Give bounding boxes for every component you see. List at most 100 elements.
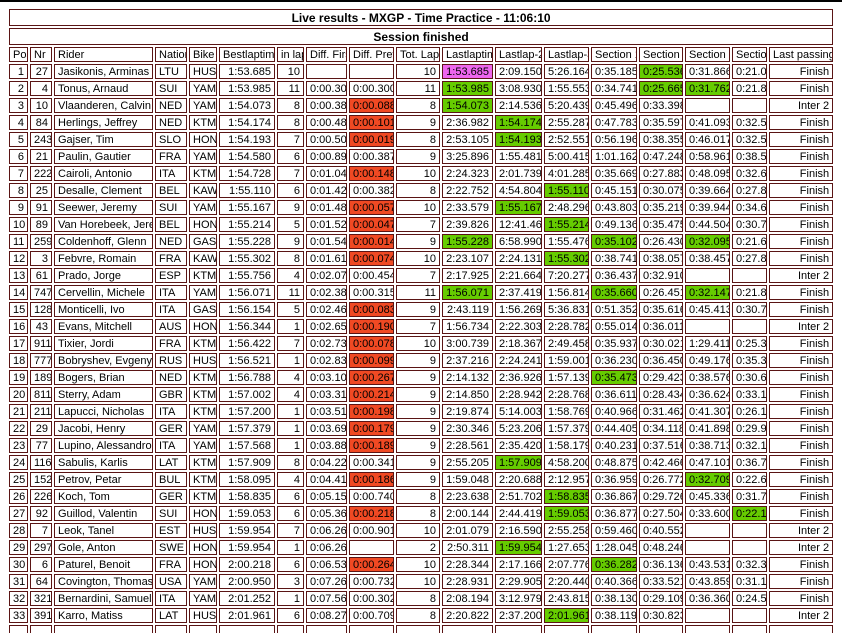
cell-nation: USA <box>155 574 187 589</box>
cell-s1: 0:45.496 <box>591 98 637 113</box>
cell-s4: 0:22.163 <box>732 506 767 521</box>
cell-diffprev: 0:00.088 <box>349 98 394 113</box>
cell-last2: 2:37.200 <box>495 608 542 623</box>
cell-inlap: 6 <box>277 183 304 198</box>
cell-diffprev <box>349 64 394 79</box>
cell-rider: Evans, Mitchell <box>54 319 153 334</box>
cell-difffirst: 0:01.529 <box>306 217 347 232</box>
cell-inlap: 6 <box>277 506 304 521</box>
cell-last1: 1:59.048 <box>442 472 493 487</box>
cell-bike: KTM <box>189 404 217 419</box>
cell-last3: 1:55.553 <box>544 81 589 96</box>
cell-rider: Covington, Thomas <box>54 574 153 589</box>
cell-s4: 0:27.852 <box>732 251 767 266</box>
cell-s4: 0:35.360 <box>732 353 767 368</box>
cell-nation: ITA <box>155 404 187 419</box>
cell-totlaps: 8 <box>396 591 440 606</box>
table-row: 3 10 Vlaanderen, Calvin NED YAM 1:54.073 8 0:00… <box>9 98 834 113</box>
cell-last2: 1:59.954 <box>495 540 542 555</box>
cell-diffprev: 0:00.901 <box>349 523 394 538</box>
cell-diffprev: 0:00.148 <box>349 166 394 181</box>
cell-last3: 2:52.551 <box>544 132 589 147</box>
cell-diffprev: 0:00.078 <box>349 336 394 351</box>
cell-pos: 15 <box>9 302 28 317</box>
column-header-last2: Lastlap-2 <box>495 47 542 62</box>
cell-s3: 0:41.307 <box>685 404 730 419</box>
cell-last3: 1:57.139 <box>544 370 589 385</box>
cell-pos: 22 <box>9 421 28 436</box>
table-row: 14 747 Cervellin, Michele ITA YAM 1:56.071 11 0… <box>9 285 834 300</box>
cell-best: 1:56.154 <box>219 302 275 317</box>
cell-pos: 12 <box>9 251 28 266</box>
cell-difffirst: 0:01.617 <box>306 251 347 266</box>
cell-s2: 0:29.423 <box>639 370 683 385</box>
cell-bike: KTM <box>189 115 217 130</box>
cell-last1: 2:28.561 <box>442 438 493 453</box>
cell-empty <box>155 625 187 633</box>
cell-pos: 1 <box>9 64 28 79</box>
cell-s3: 0:48.095 <box>685 166 730 181</box>
cell-rider: Desalle, Clement <box>54 183 153 198</box>
cell-diffprev: 0:00.709 <box>349 608 394 623</box>
cell-diffprev: 0:00.074 <box>349 251 394 266</box>
cell-bike: GAS <box>189 302 217 317</box>
cell-difffirst <box>306 64 347 79</box>
cell-difffirst: 0:02.836 <box>306 353 347 368</box>
cell-nation: ITA <box>155 302 187 317</box>
cell-diffprev: 0:00.267 <box>349 370 394 385</box>
cell-rider: Lupino, Alessandro <box>54 438 153 453</box>
cell-rider: Seewer, Jeremy <box>54 200 153 215</box>
cell-inlap: 9 <box>277 200 304 215</box>
cell-difffirst: 0:02.469 <box>306 302 347 317</box>
cell-last3: 2:55.287 <box>544 115 589 130</box>
cell-s2: 0:35.616 <box>639 302 683 317</box>
cell-pos: 33 <box>9 608 28 623</box>
cell-diffprev: 0:00.264 <box>349 557 394 572</box>
cell-rider: Tixier, Jordi <box>54 336 153 351</box>
cell-bike: KTM <box>189 370 217 385</box>
cell-s1: 0:40.966 <box>591 404 637 419</box>
cell-passing: Inter 2 <box>769 319 834 334</box>
table-row: 25 152 Petrov, Petar BUL KTM 1:58.095 4 0:04.41… <box>9 472 834 487</box>
cell-inlap: 4 <box>277 268 304 283</box>
cell-s2: 0:31.462 <box>639 404 683 419</box>
cell-totlaps: 10 <box>396 166 440 181</box>
cell-last3: 1:58.835 <box>544 489 589 504</box>
cell-nation: FRA <box>155 336 187 351</box>
cell-nr: 61 <box>30 268 52 283</box>
cell-nation: LAT <box>155 608 187 623</box>
cell-pos: 17 <box>9 336 28 351</box>
table-row: 16 43 Evans, Mitchell AUS HON 1:56.344 1 0:02.6… <box>9 319 834 334</box>
cell-last2: 1:57.909 <box>495 455 542 470</box>
cell-nation: ITA <box>155 438 187 453</box>
cell-bike: YAM <box>189 81 217 96</box>
cell-bike: KTM <box>189 268 217 283</box>
cell-last2: 1:56.269 <box>495 302 542 317</box>
cell-last1: 2:14.850 <box>442 387 493 402</box>
cell-last2: 2:35.420 <box>495 438 542 453</box>
cell-rider: Cairoli, Antonio <box>54 166 153 181</box>
cell-s2: 0:37.516 <box>639 438 683 453</box>
cell-rider: Karro, Matiss <box>54 608 153 623</box>
cell-totlaps: 2 <box>396 540 440 555</box>
cell-pos: 25 <box>9 472 28 487</box>
cell-rider: Van Horebeek, Jeremy <box>54 217 153 232</box>
cell-bike: HON <box>189 540 217 555</box>
cell-inlap: 1 <box>277 404 304 419</box>
cell-nation: ITA <box>155 166 187 181</box>
cell-nation: NED <box>155 115 187 130</box>
cell-best: 1:53.685 <box>219 64 275 79</box>
cell-last2: 1:55.481 <box>495 149 542 164</box>
cell-inlap: 1 <box>277 591 304 606</box>
column-header-rider: Rider <box>54 47 153 62</box>
cell-inlap: 5 <box>277 217 304 232</box>
cell-rider: Gole, Anton <box>54 540 153 555</box>
cell-passing: Inter 2 <box>769 540 834 555</box>
results-table: Live results - MXGP - Time Practice - 11… <box>7 7 835 633</box>
cell-bike: YAM <box>189 574 217 589</box>
cell-difffirst: 0:04.224 <box>306 455 347 470</box>
cell-best: 1:57.002 <box>219 387 275 402</box>
